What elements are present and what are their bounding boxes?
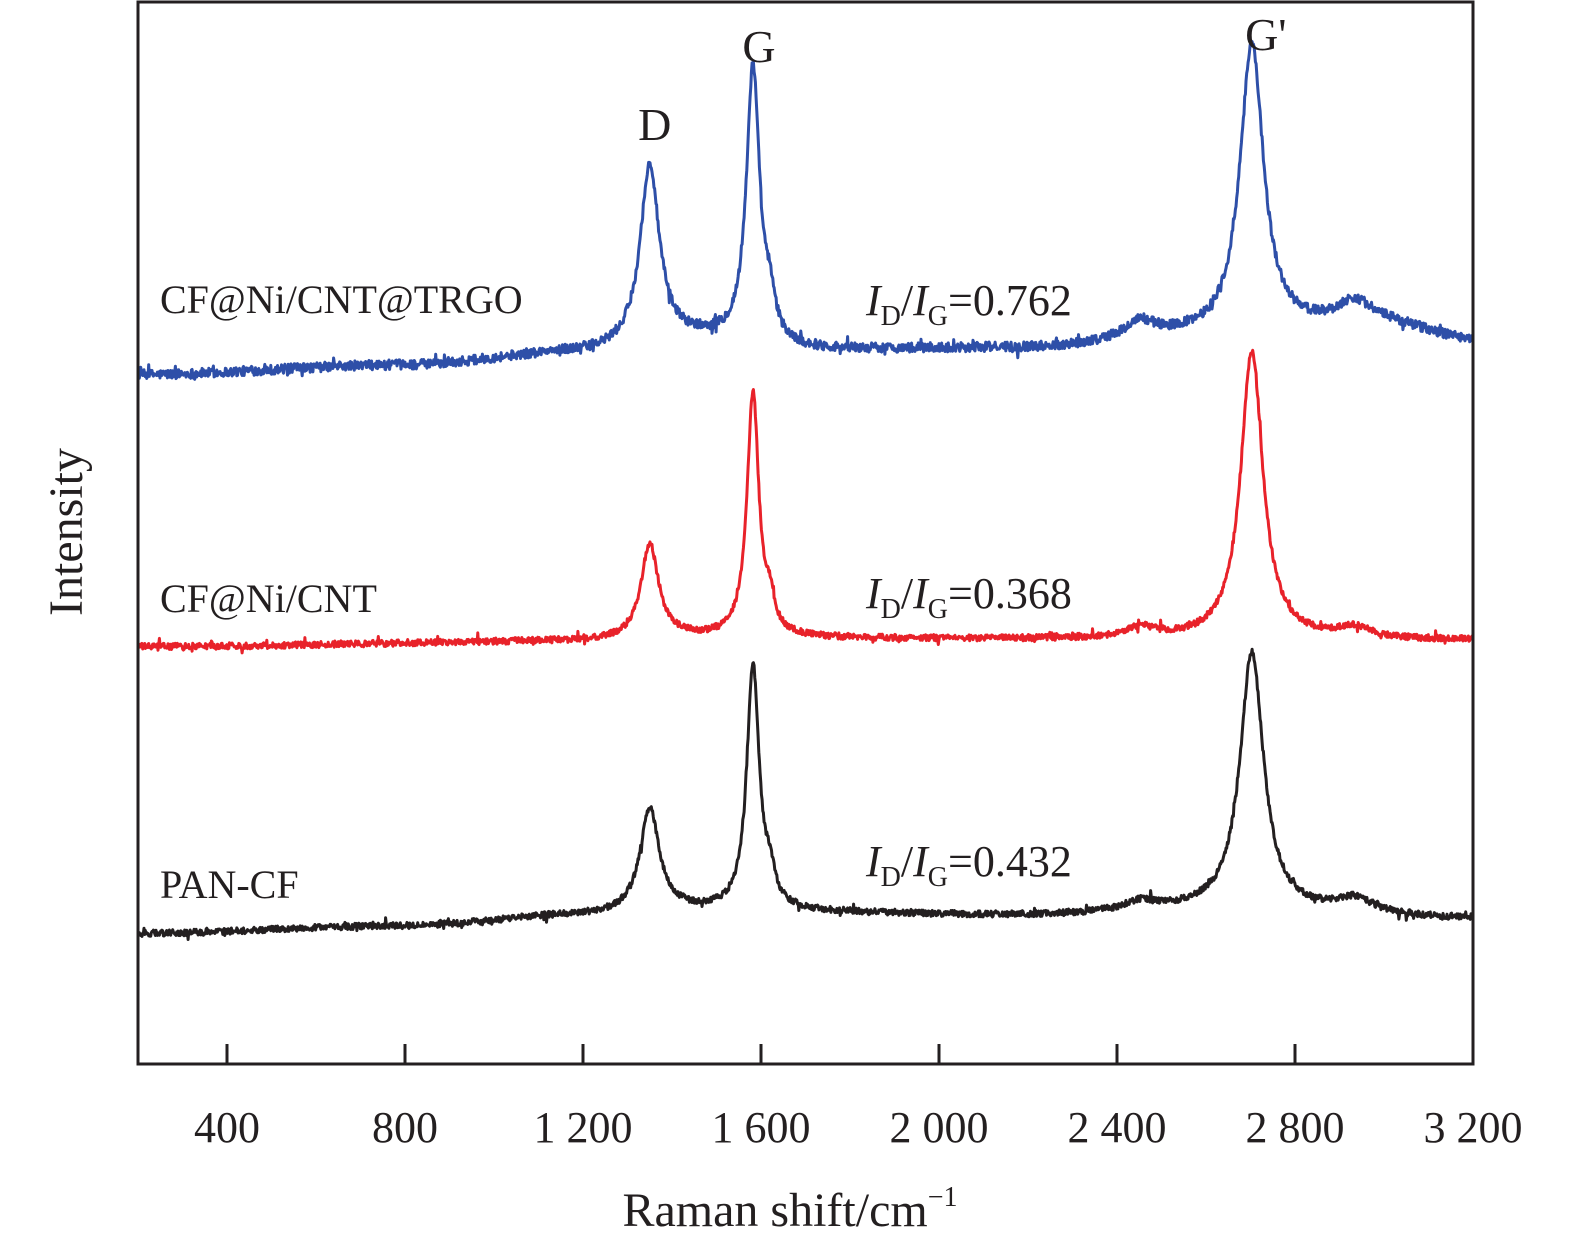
x-tick-label: 400 — [194, 1103, 260, 1152]
x-tick-labels: 400 800 1 200 1 600 2 000 2 400 2 800 3 200 — [194, 1103, 1523, 1152]
id-ig-ratio: ID/IG=0.762 — [865, 276, 1072, 332]
ratio-subscript-d: D — [881, 594, 901, 625]
ratio-subscript-d: D — [881, 301, 901, 332]
series-label: CF@Ni/CNT — [160, 576, 377, 621]
ratio-slash: / — [901, 276, 914, 325]
ratio-subscript-g: G — [928, 594, 948, 625]
ratio-subscript-g: G — [928, 862, 948, 893]
x-tick-label: 1 600 — [712, 1103, 811, 1152]
x-tick-label: 2 000 — [890, 1103, 989, 1152]
x-axis-title-superscript: −1 — [928, 1182, 958, 1213]
peak-labels: D G G' — [638, 9, 1286, 150]
ratio-intensity-symbol: I — [912, 276, 930, 325]
x-tick-label: 800 — [372, 1103, 438, 1152]
peak-label: G' — [1245, 9, 1287, 60]
x-axis-title: Raman shift/cm−1 — [622, 1182, 957, 1237]
ratio-intensity-symbol: I — [912, 837, 930, 886]
x-tick-label: 3 200 — [1424, 1103, 1523, 1152]
ratio-slash: / — [901, 837, 914, 886]
x-tick-label: 2 400 — [1068, 1103, 1167, 1152]
series-line-cf-ni-cnt — [136, 348, 1475, 655]
ratio-intensity-symbol: I — [865, 569, 883, 618]
series-label: PAN-CF — [160, 862, 299, 907]
series-line-pan-cf — [137, 647, 1474, 941]
series-line-cf-ni-cnt-trgo — [136, 40, 1475, 381]
x-ticks — [225, 1044, 1297, 1064]
series-label: CF@Ni/CNT@TRGO — [160, 277, 523, 322]
ratio-intensity-symbol: I — [912, 569, 930, 618]
id-ig-ratio: ID/IG=0.368 — [865, 569, 1072, 625]
plot-frame — [136, 0, 1475, 1066]
y-axis-title: Intensity — [40, 448, 93, 616]
ratio-intensity-symbol: I — [865, 837, 883, 886]
x-tick-label: 2 800 — [1246, 1103, 1345, 1152]
x-axis-title-text: Raman shift/cm — [622, 1184, 927, 1237]
ratio-value: =0.368 — [948, 569, 1072, 618]
ratio-value: =0.762 — [948, 276, 1072, 325]
peak-label: D — [638, 99, 671, 150]
peak-label: G — [742, 21, 775, 72]
ratio-intensity-symbol: I — [865, 276, 883, 325]
ratio-subscript-g: G — [928, 301, 948, 332]
series-layer — [136, 40, 1475, 941]
x-tick-label: 1 200 — [534, 1103, 633, 1152]
id-ig-ratio: ID/IG=0.432 — [865, 837, 1072, 893]
ratio-slash: / — [901, 569, 914, 618]
ratio-subscript-d: D — [881, 862, 901, 893]
ratio-value: =0.432 — [948, 837, 1072, 886]
